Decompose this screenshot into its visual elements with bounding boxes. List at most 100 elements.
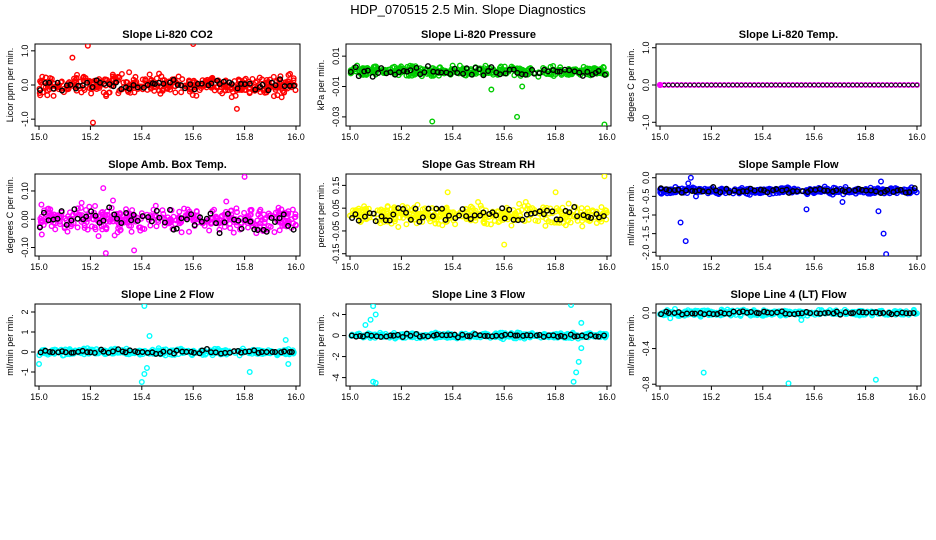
y-tick-label: -1.0 [641,115,651,131]
data-point-black [824,82,830,88]
data-point [77,204,84,211]
data-point [248,347,255,354]
outlier-point [372,379,379,386]
data-point [254,217,261,224]
data-point-black [375,70,382,77]
data-point [47,206,54,213]
series-points [347,62,610,126]
data-point-black [893,82,898,88]
data-point-black [126,85,133,92]
data-point-black [286,349,293,356]
data-point-black [595,333,602,340]
data-point [439,222,446,229]
data-point-black [140,84,147,91]
data-point-black [824,187,831,194]
data-point [384,203,391,210]
data-point [579,223,586,230]
outlier-point [601,121,608,126]
data-point [275,204,282,211]
panel-title: Slope Amb. Box Temp. [108,159,227,171]
data-point [256,208,263,215]
data-point-black [730,308,737,315]
data-point [227,225,234,232]
data-point-black [520,332,527,339]
outlier-point [878,178,885,185]
data-point-black [717,189,724,196]
data-point [78,89,85,96]
data-point [583,65,590,72]
data-point-black [519,216,526,223]
data-point [584,205,591,212]
data-point [550,72,557,79]
data-point-black [269,348,276,355]
data-point-black [113,79,120,86]
data-point [535,218,542,225]
data-point-black [451,65,458,72]
data-point [153,75,160,82]
data-point [37,218,44,225]
data-point-black [807,310,814,317]
data-point-black [49,349,56,356]
data-point-black [477,212,484,219]
data-point [413,70,420,77]
data-point [403,221,410,228]
data-point-black [601,71,608,78]
data-point [159,86,166,93]
data-point [67,209,74,216]
chart-panel: Slope Line 2 Flow -1 0 1 2 15.0 15.2 15.4 15.6 15… [5,289,305,402]
x-tick-label: 15.0 [30,392,48,402]
series-points [656,81,921,89]
data-point-black [795,310,802,317]
data-point [108,204,115,211]
x-tick-label: 15.8 [857,132,875,142]
data-point-black [493,332,500,339]
data-point-black [251,226,258,233]
data-point [212,345,219,352]
data-point [487,221,494,228]
data-point [603,207,610,214]
x-tick-label: 15.2 [703,262,721,272]
data-point-black [696,82,701,88]
data-point [499,215,506,222]
data-point-black [557,216,564,223]
data-point-black [747,308,754,315]
data-point-black [803,82,808,88]
chart-panel: Slope Li-820 Temp. -1.0 0.0 1.0 15.0 15.2 15.4… [626,29,926,142]
data-point-black [704,82,710,88]
outlier-point [501,241,508,248]
y-tick-label: 0.15 [331,177,341,195]
data-point [211,206,218,213]
outlier-point [141,304,148,309]
data-point [230,229,237,236]
data-point-black [114,215,121,222]
chart-panel: Slope Sample Flow -2.0 -1.5 -1.0 -0.5 0.0 15.0… [626,159,926,272]
data-point-black [588,214,595,221]
data-point [38,231,45,238]
data-point-black [160,348,167,355]
data-point-black [238,225,245,232]
data-point-black [557,332,564,339]
data-point [142,77,149,84]
y-tick-label: -0.4 [641,341,651,357]
data-point-black [734,82,740,88]
data-point-black [213,220,220,227]
data-point-black [278,349,285,356]
data-point-black [407,332,414,339]
outlier-point [233,105,240,112]
data-point [508,222,515,229]
data-point [110,197,117,204]
data-point-black [884,186,891,193]
data-point [481,216,488,223]
data-point [228,211,235,218]
data-point-black [683,187,690,194]
data-point-black [216,230,223,237]
data-point [505,212,512,219]
outlier-point [667,315,674,322]
data-point-black [666,187,673,194]
x-tick-label: 15.8 [547,392,565,402]
data-point [542,222,549,229]
data-point [450,209,457,216]
data-point-black [871,82,877,88]
panel-title: Slope Li-820 Temp. [739,29,838,41]
data-point-black [139,349,146,356]
